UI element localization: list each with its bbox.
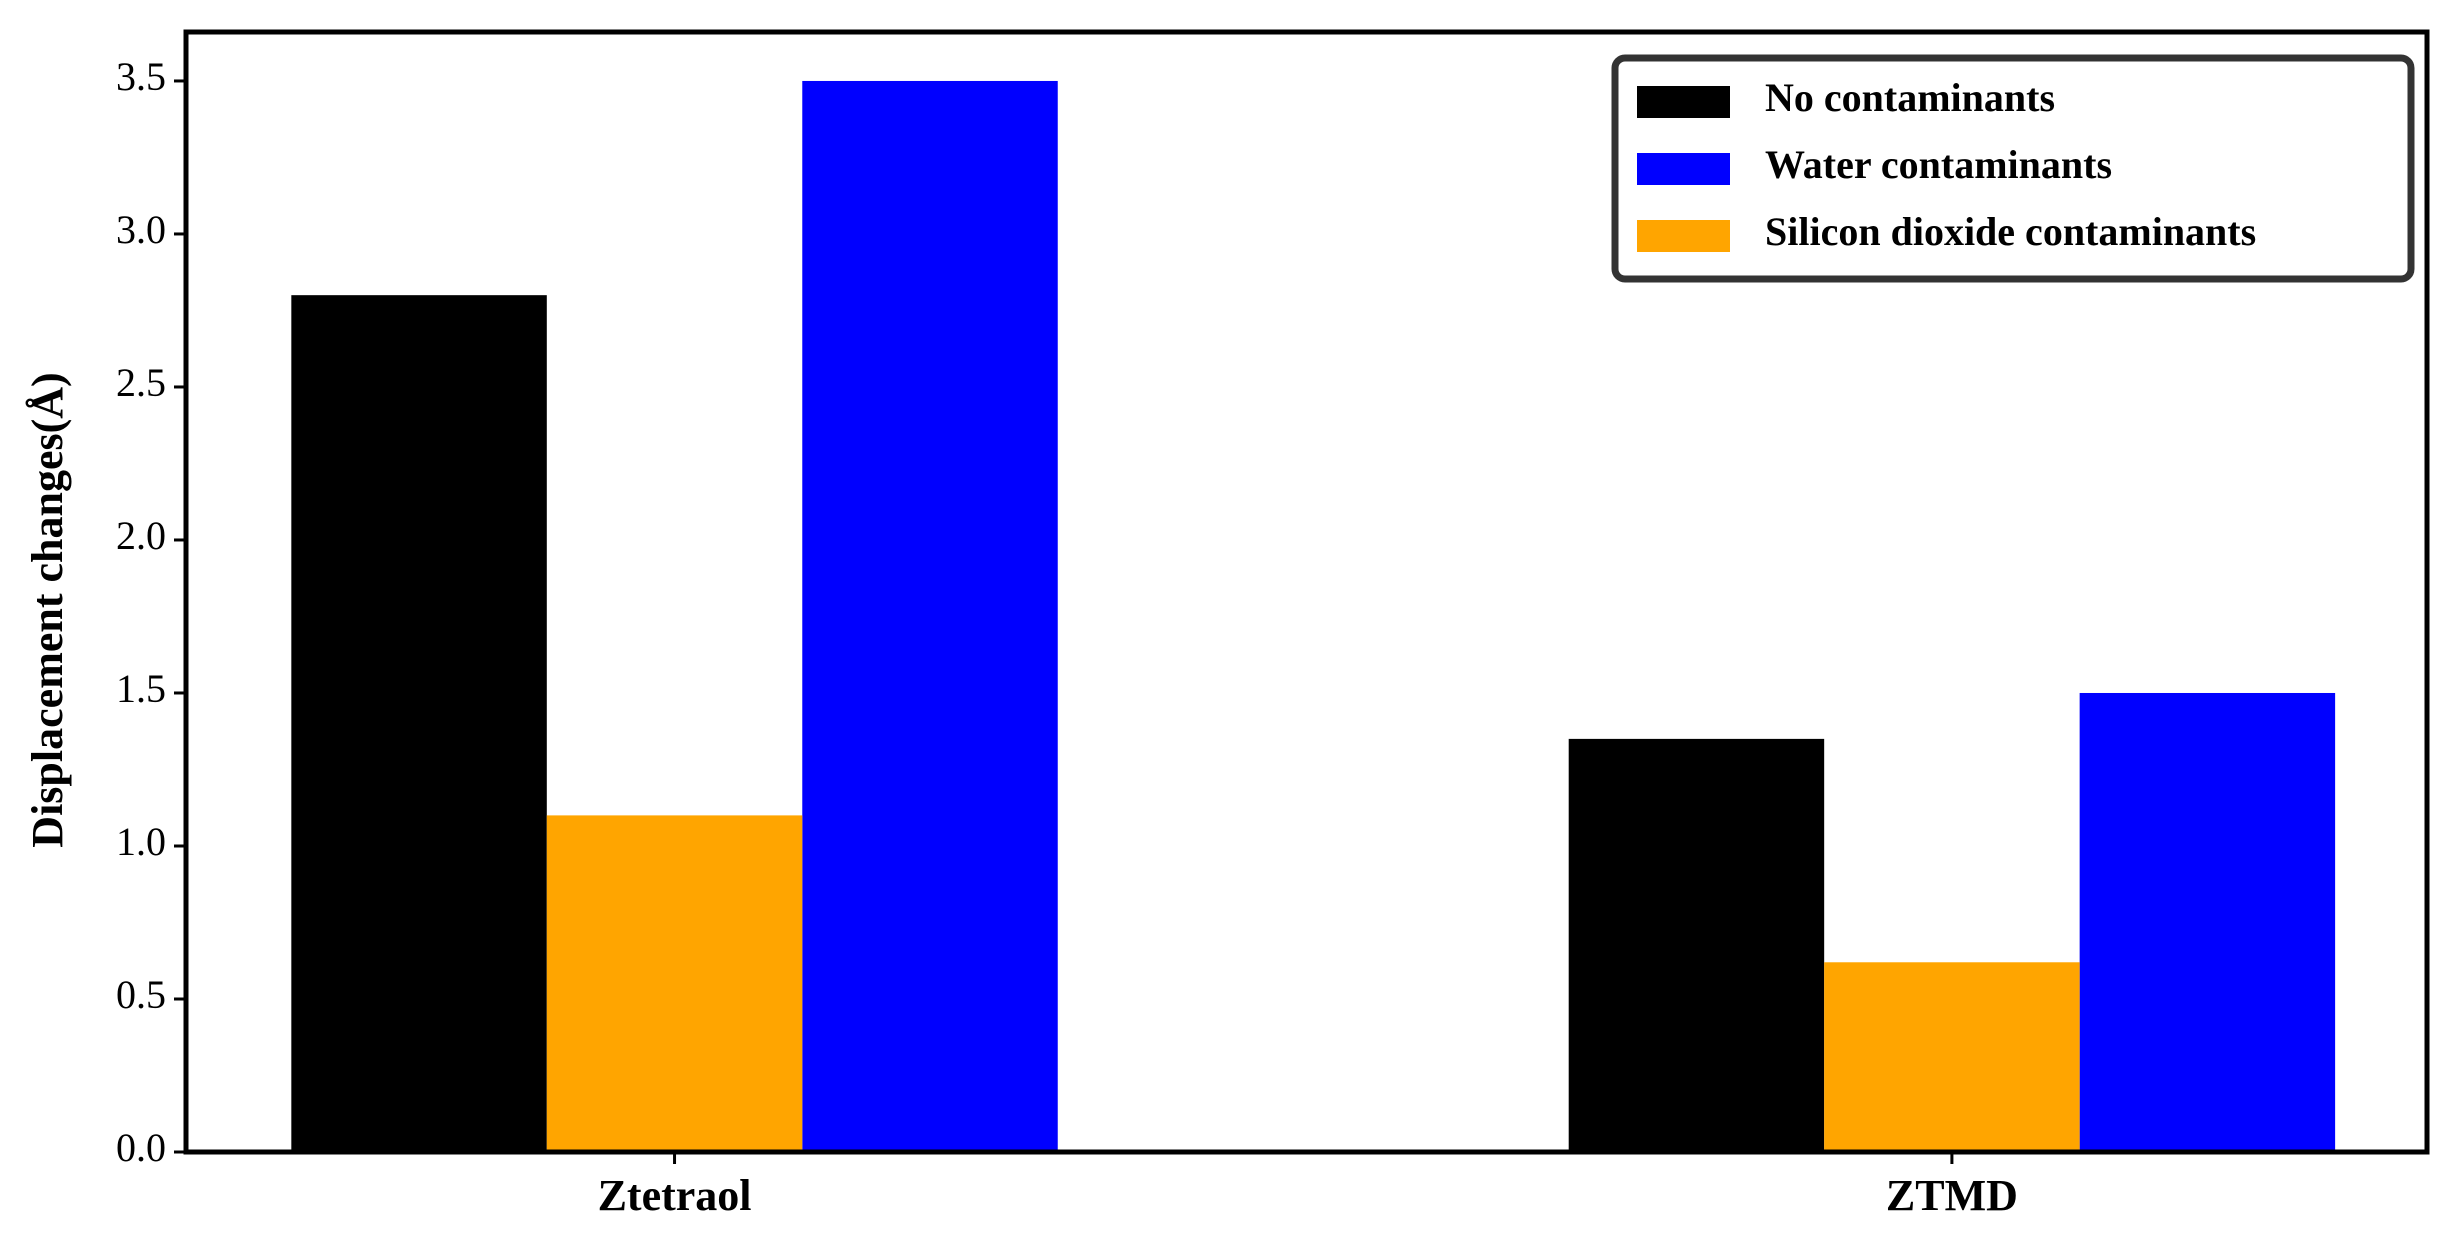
legend-frame bbox=[1611, 54, 2415, 283]
y-tick-label: 3.5 bbox=[116, 54, 166, 99]
legend-swatch bbox=[1637, 86, 1730, 118]
bar bbox=[1824, 962, 2080, 1152]
x-tick-label: ZTMD bbox=[1886, 1171, 2018, 1220]
bar bbox=[291, 295, 547, 1152]
y-tick-label: 1.0 bbox=[116, 819, 166, 864]
legend-label: No contaminants bbox=[1765, 75, 2055, 120]
y-tick-label: 1.5 bbox=[116, 666, 166, 711]
bar bbox=[546, 815, 803, 1152]
bar bbox=[2079, 692, 2336, 1152]
bar bbox=[802, 80, 1058, 1152]
y-tick-label: 0.0 bbox=[116, 1125, 166, 1170]
plot-frame bbox=[183, 29, 2430, 1155]
bar bbox=[1568, 738, 1825, 1152]
x-tick-label: Ztetraol bbox=[598, 1171, 752, 1220]
legend-swatch bbox=[1637, 153, 1730, 185]
legend-swatch bbox=[1637, 220, 1730, 252]
legend: No contaminants Water contaminants Silicon… bbox=[1611, 54, 2415, 283]
y-tick-label: 2.5 bbox=[116, 360, 166, 405]
y-tick-label: 2.0 bbox=[116, 513, 166, 558]
y-tick-label: 0.5 bbox=[116, 972, 166, 1017]
legend-label: Water contaminants bbox=[1765, 142, 2112, 187]
y-axis-label: Displacement changes(Å) bbox=[23, 372, 72, 847]
y-tick-label: 3.0 bbox=[116, 207, 166, 252]
legend-label: Silicon dioxide contaminants bbox=[1765, 209, 2256, 254]
